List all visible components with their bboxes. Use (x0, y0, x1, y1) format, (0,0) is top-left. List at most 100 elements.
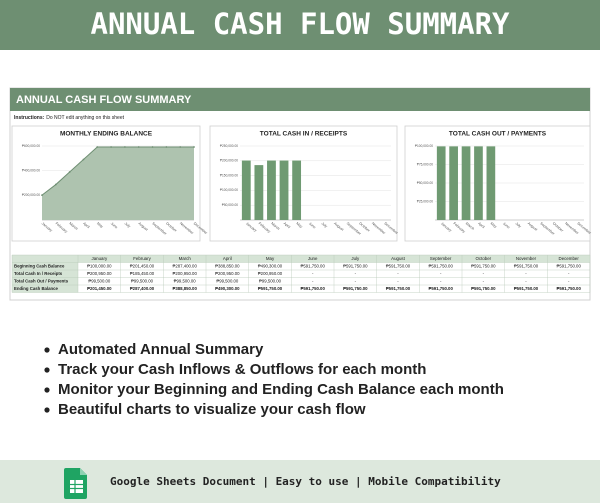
bullet-text: Track your Cash Inflows & Outflows for e… (58, 361, 426, 378)
table-column-header: October (476, 256, 492, 261)
table-column-header: August (391, 256, 405, 261)
table-cell: - (397, 271, 399, 276)
table-column-header: February (133, 256, 151, 261)
table-column-header: January (92, 256, 108, 261)
table-cell: - (483, 271, 485, 276)
area-point (110, 146, 112, 148)
x-tick-label: January (245, 221, 258, 232)
table-header-bg (12, 255, 590, 263)
area (42, 147, 194, 220)
bullet-text: Beautiful charts to visualize your cash … (58, 401, 366, 418)
y-tick-label: ₱25,000.00 (417, 199, 434, 203)
x-tick-label: October (358, 221, 371, 233)
table-cell: ₱591,750.00 (556, 286, 581, 291)
table-cell: ₱201,450.00 (130, 264, 155, 269)
x-tick-label: June (308, 221, 317, 229)
area-point (137, 146, 140, 148)
table-column-header: November (516, 256, 537, 261)
chart-title: MONTHLY ENDING BALANCE (60, 131, 153, 138)
y-tick-label: ₱100,000.00 (220, 188, 238, 192)
y-tick-label: ₱150,000.00 (220, 173, 238, 177)
y-tick-label: ₱600,000.00 (22, 144, 40, 148)
footer-text: Google Sheets Document | Easy to use | M… (110, 475, 501, 488)
table-cell: - (525, 279, 527, 284)
table-cell: ₱591,750.00 (514, 264, 539, 269)
x-tick-label: July (514, 221, 522, 228)
area-point (68, 171, 71, 173)
area-point (124, 146, 126, 148)
table-cell: ₱591,750.00 (343, 286, 368, 291)
table-cell: - (312, 271, 314, 276)
table-column-header: March (179, 256, 192, 261)
bar (292, 160, 302, 220)
table-cell: ₱287,400.00 (130, 286, 155, 291)
table-cell: ₱99,500.00 (174, 279, 197, 284)
table-cell: ₱99,500.00 (259, 279, 282, 284)
y-tick-label: ₱50,000.00 (222, 203, 239, 207)
area-line (41, 146, 194, 196)
table-cell: - (355, 271, 357, 276)
header-title: ANNUAL CASH FLOW SUMMARY (90, 7, 510, 41)
table-label-bg (12, 285, 78, 293)
sheet-title-band (10, 88, 590, 111)
table-cell: - (568, 271, 570, 276)
table-cell: ₱591,750.00 (258, 286, 283, 291)
bar (436, 146, 446, 220)
bullet-text: Monitor your Beginning and Ending Cash B… (58, 381, 504, 398)
table-cell: ₱99,500.00 (131, 279, 154, 284)
y-tick-label: ₱250,000.00 (220, 144, 238, 148)
table-cell: ₱591,750.00 (300, 264, 325, 269)
table-label-bg (12, 270, 78, 278)
instructions-label: Instructions: (14, 115, 45, 121)
area-point (96, 146, 99, 148)
x-tick-label: March (68, 221, 78, 230)
x-tick-label: June (502, 221, 511, 229)
table-cell: ₱591,750.00 (386, 264, 411, 269)
x-tick-label: August (333, 221, 344, 231)
table-cell: ₱200,950.00 (87, 271, 112, 276)
y-tick-label: ₱75,000.00 (417, 162, 434, 166)
x-tick-label: January (440, 221, 453, 232)
table-cell: - (483, 279, 485, 284)
bullet-dot (44, 407, 50, 413)
area-point (193, 146, 195, 148)
table-row-label: Ending Cash Balance (14, 286, 59, 291)
table-cell: - (355, 279, 357, 284)
table-cell: ₱591,750.00 (428, 286, 453, 291)
x-tick-label: April (283, 221, 291, 229)
table-label-bg (12, 277, 78, 285)
bar (279, 160, 289, 220)
table-row-label: Total Cash Out / Payments (14, 279, 69, 284)
table-cell: ₱591,750.00 (556, 264, 581, 269)
area-point (82, 158, 85, 161)
x-tick-label: July (321, 221, 329, 228)
area-point (151, 146, 154, 148)
chart-frame (209, 125, 398, 242)
table-cell: ₱591,750.00 (471, 286, 496, 291)
table-column-header: July (351, 256, 360, 261)
table-column-header: April (223, 256, 232, 261)
table-cell: ₱200,950.00 (172, 271, 197, 276)
bar (486, 146, 496, 220)
table-cell: ₱490,300.00 (215, 286, 240, 291)
sheets-icon (64, 468, 87, 499)
x-tick-label: June (110, 221, 119, 229)
x-tick-label: May (490, 221, 498, 229)
table-cell: ₱99,500.00 (216, 279, 239, 284)
y-tick-label: ₱200,000.00 (220, 159, 238, 163)
x-tick-label: August (527, 221, 538, 231)
bar (241, 160, 251, 220)
x-tick-label: October (165, 221, 178, 233)
table-label-bg (12, 262, 78, 270)
table-cell: ₱591,750.00 (343, 264, 368, 269)
instructions: Instructions: Do NOT edit anything on thi… (14, 115, 125, 121)
instructions-text: Do NOT edit anything on this sheet (46, 115, 124, 121)
table-cell: ₱100,000.00 (87, 264, 112, 269)
y-tick-label: ₱400,000.00 (22, 169, 40, 173)
table-cell: - (525, 271, 527, 276)
footer-band (0, 460, 600, 503)
y-tick-label: ₱50,000.00 (417, 181, 434, 185)
y-tick-label: ₱100,000.00 (415, 144, 433, 148)
table-cell: - (397, 279, 399, 284)
